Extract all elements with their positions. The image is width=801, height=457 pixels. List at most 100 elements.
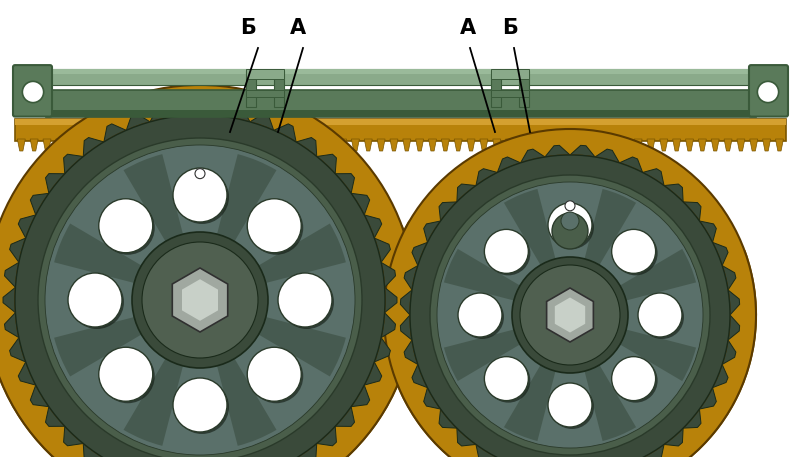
Polygon shape <box>416 139 424 151</box>
Polygon shape <box>557 139 565 151</box>
Polygon shape <box>210 139 218 151</box>
Polygon shape <box>300 139 308 151</box>
FancyBboxPatch shape <box>749 65 788 117</box>
Circle shape <box>278 273 332 327</box>
Wedge shape <box>200 154 276 300</box>
Polygon shape <box>390 139 398 151</box>
Polygon shape <box>711 139 719 151</box>
Polygon shape <box>107 139 115 151</box>
Circle shape <box>142 242 258 358</box>
Polygon shape <box>441 139 449 151</box>
Polygon shape <box>95 139 103 151</box>
Circle shape <box>249 201 304 255</box>
Polygon shape <box>454 139 462 151</box>
Polygon shape <box>56 139 64 151</box>
Polygon shape <box>313 139 321 151</box>
Polygon shape <box>43 139 51 151</box>
Polygon shape <box>531 139 539 151</box>
Wedge shape <box>123 300 200 446</box>
Bar <box>491 69 529 79</box>
Polygon shape <box>172 268 227 332</box>
Polygon shape <box>120 139 128 151</box>
Polygon shape <box>69 139 77 151</box>
Polygon shape <box>400 145 739 457</box>
Polygon shape <box>467 139 475 151</box>
Circle shape <box>612 229 656 273</box>
Wedge shape <box>200 300 276 446</box>
Bar <box>246 71 256 107</box>
Polygon shape <box>686 139 694 151</box>
Circle shape <box>0 85 415 457</box>
Wedge shape <box>54 300 200 377</box>
Wedge shape <box>384 222 756 457</box>
Polygon shape <box>146 139 154 151</box>
Bar <box>491 90 529 97</box>
Circle shape <box>548 383 592 427</box>
Circle shape <box>550 205 594 249</box>
Circle shape <box>249 349 304 403</box>
Circle shape <box>175 170 229 224</box>
Circle shape <box>430 175 710 455</box>
Polygon shape <box>3 103 397 457</box>
Circle shape <box>512 257 628 373</box>
Bar <box>246 69 284 79</box>
Bar <box>15 119 786 124</box>
Circle shape <box>640 295 684 339</box>
Circle shape <box>22 81 43 103</box>
Circle shape <box>173 378 227 432</box>
Polygon shape <box>634 139 642 151</box>
Polygon shape <box>18 139 26 151</box>
Polygon shape <box>184 139 192 151</box>
Circle shape <box>132 232 268 368</box>
Polygon shape <box>429 139 437 151</box>
Polygon shape <box>339 139 347 151</box>
Polygon shape <box>364 139 372 151</box>
Polygon shape <box>235 139 244 151</box>
Polygon shape <box>596 139 603 151</box>
Circle shape <box>612 356 656 401</box>
Polygon shape <box>326 139 334 151</box>
Polygon shape <box>582 139 590 151</box>
Polygon shape <box>546 288 594 342</box>
Bar <box>45 69 756 85</box>
Bar <box>45 90 756 111</box>
Bar <box>15 119 786 141</box>
Circle shape <box>485 356 529 401</box>
Polygon shape <box>223 139 231 151</box>
Polygon shape <box>505 139 513 151</box>
Polygon shape <box>159 139 167 151</box>
Circle shape <box>173 168 227 222</box>
Bar <box>519 71 529 107</box>
Wedge shape <box>444 249 570 315</box>
Polygon shape <box>197 139 205 151</box>
Text: Б: Б <box>240 18 256 38</box>
Wedge shape <box>444 315 570 381</box>
Circle shape <box>248 347 301 401</box>
Wedge shape <box>54 223 200 300</box>
Polygon shape <box>555 298 586 333</box>
Circle shape <box>45 145 355 455</box>
Polygon shape <box>647 139 655 151</box>
Circle shape <box>280 275 334 329</box>
Polygon shape <box>660 139 668 151</box>
Polygon shape <box>133 139 141 151</box>
Text: Б: Б <box>502 18 518 38</box>
Polygon shape <box>352 139 360 151</box>
Circle shape <box>15 115 385 457</box>
Polygon shape <box>248 139 256 151</box>
Polygon shape <box>570 139 578 151</box>
Polygon shape <box>288 139 295 151</box>
Polygon shape <box>261 139 269 151</box>
Polygon shape <box>182 279 218 321</box>
Polygon shape <box>493 139 501 151</box>
Wedge shape <box>570 315 696 381</box>
Wedge shape <box>570 315 636 441</box>
Circle shape <box>561 212 579 230</box>
Polygon shape <box>750 139 758 151</box>
Circle shape <box>458 293 502 337</box>
Polygon shape <box>698 139 706 151</box>
Circle shape <box>460 295 504 339</box>
Circle shape <box>101 349 155 403</box>
Circle shape <box>550 385 594 429</box>
Circle shape <box>758 81 779 103</box>
